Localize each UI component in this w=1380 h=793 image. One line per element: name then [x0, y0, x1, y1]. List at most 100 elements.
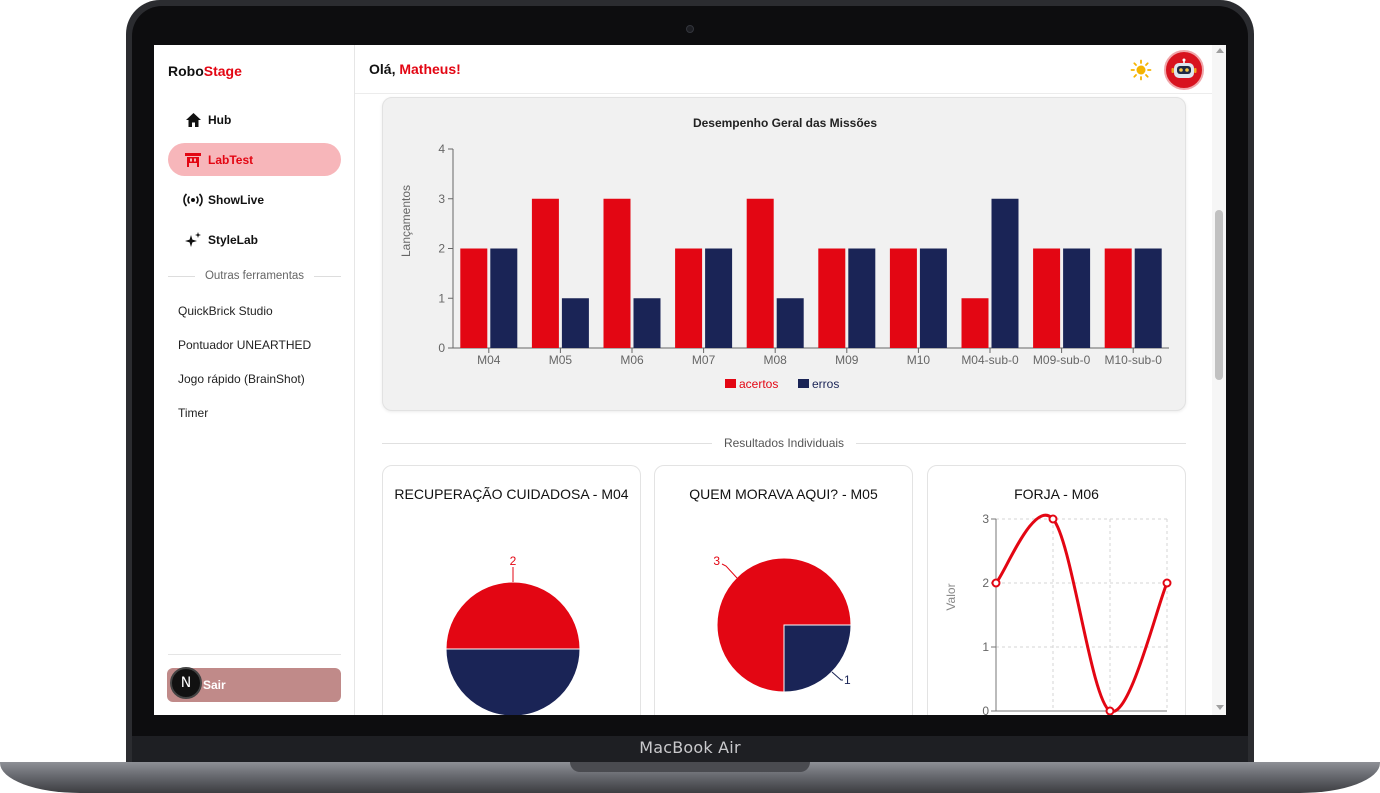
dev-badge-icon[interactable]: N — [170, 667, 202, 699]
bar-erros — [991, 198, 1019, 348]
x-tick-label: M09-sub-0 — [1033, 353, 1091, 367]
logout-label: Sair — [203, 678, 226, 692]
scrollbar-thumb[interactable] — [1215, 210, 1223, 380]
sidebar-item-label: Hub — [208, 112, 232, 127]
tools-section-label: Outras ferramentas — [204, 270, 305, 282]
sparkles-icon — [182, 230, 204, 250]
y-tick-label: 4 — [438, 142, 445, 156]
bar-erros — [633, 298, 661, 348]
legend-label: acertos — [739, 377, 778, 391]
sidebar-item-stylelab[interactable]: StyleLab — [168, 223, 341, 256]
robot-icon — [1171, 58, 1197, 78]
sidebar-item-labtest[interactable]: LabTest — [168, 143, 341, 176]
laptop-chin — [132, 736, 1248, 762]
bar-acertos — [746, 198, 774, 348]
sidebar-item-label: ShowLive — [208, 192, 265, 207]
pie-label-line — [831, 671, 843, 681]
bar-erros — [1134, 248, 1162, 348]
bar-acertos — [675, 248, 703, 348]
x-tick-label: M06 — [620, 353, 644, 367]
sidebar-item-hub[interactable]: Hub — [168, 103, 341, 136]
logo-prefix: Robo — [168, 63, 204, 79]
scroll-down-arrow-icon[interactable] — [1216, 705, 1224, 710]
chart-bars — [460, 198, 1162, 348]
tool-link-timer[interactable]: Timer — [178, 406, 209, 420]
section-divider: Resultados Individuais — [382, 436, 1186, 450]
tool-link-brainshot[interactable]: Jogo rápido (BrainShot) — [178, 372, 305, 386]
tool-link-pontuador[interactable]: Pontuador UNEARTHED — [178, 338, 312, 352]
pie-data-label: 3 — [713, 554, 720, 568]
mission-title: QUEM MORAVA AQUI? - M05 — [689, 486, 878, 502]
line-point — [1048, 514, 1058, 524]
greeting-prefix: Olá, — [369, 61, 400, 77]
pie-data-label: 2 — [510, 554, 517, 568]
y-tick-label: 0 — [982, 704, 989, 715]
y-tick-label: 3 — [982, 512, 989, 526]
y-tick-label: 3 — [438, 192, 445, 206]
bar-erros — [490, 248, 518, 348]
scrollbar-track[interactable] — [1212, 45, 1226, 715]
device-label: MacBook Air — [639, 738, 741, 757]
pie-chart-m04: 2 — [445, 554, 581, 715]
tool-link-quickbrick[interactable]: QuickBrick Studio — [178, 304, 273, 318]
bar-acertos — [603, 198, 631, 348]
bar-acertos — [961, 298, 989, 348]
bar-erros — [848, 248, 876, 348]
user-name: Matheus! — [399, 61, 461, 77]
pie-data-label: 1 — [844, 673, 851, 687]
pie-slice — [783, 624, 852, 693]
main-content: Desempenho Geral das Missões Lançamentos… — [355, 94, 1210, 715]
sidebar: RoboStage Hub LabTest ShowLive StyleLab … — [154, 45, 355, 715]
legend-swatch — [725, 379, 736, 388]
app-screen: RoboStage Hub LabTest ShowLive StyleLab … — [154, 45, 1226, 715]
pie-slice — [445, 581, 581, 650]
line-point — [1105, 706, 1115, 715]
header: Olá, Matheus! — [355, 45, 1226, 94]
bar-acertos — [889, 248, 917, 348]
pie-slice — [445, 648, 581, 715]
sidebar-item-label: StyleLab — [208, 232, 259, 247]
tools-section-divider: Outras ferramentas — [168, 270, 341, 282]
laptop-notch — [570, 762, 810, 772]
mission-title: FORJA - M06 — [1014, 486, 1099, 502]
camera-icon — [686, 25, 694, 33]
x-tick-labels: M04 M05 M06 M07 M08 M09 M10 M04-sub-0 M09-sub-0 M… — [477, 353, 1162, 367]
mission-card-m04: RECUPERAÇÃO CUIDADOSA - M04 2 — [382, 465, 641, 715]
bar-erros — [705, 248, 733, 348]
sidebar-footer-divider — [168, 654, 341, 655]
logo-suffix: Stage — [203, 63, 242, 79]
bar-acertos — [531, 198, 559, 348]
y-tick-label: 1 — [438, 291, 445, 305]
y-tick-label: 2 — [438, 242, 445, 256]
x-tick-label: M08 — [764, 353, 788, 367]
legend-swatch — [798, 379, 809, 388]
bar-acertos — [1033, 248, 1061, 348]
app-logo[interactable]: RoboStage — [168, 63, 242, 79]
legend-label: erros — [812, 377, 839, 391]
chart-legend: acertos erros — [725, 377, 839, 391]
sidebar-item-showlive[interactable]: ShowLive — [168, 183, 341, 216]
x-tick-label: M10-sub-0 — [1105, 353, 1163, 367]
user-avatar[interactable] — [1164, 50, 1204, 90]
home-icon — [182, 110, 204, 130]
chart-title: Desempenho Geral das Missões — [693, 116, 877, 130]
pie-chart-m05: 31 — [713, 554, 852, 693]
sidebar-item-label: LabTest — [208, 152, 254, 167]
line-point — [991, 578, 1001, 588]
x-tick-label: M09 — [835, 353, 859, 367]
scroll-up-arrow-icon[interactable] — [1216, 48, 1224, 53]
theme-toggle-sun-icon[interactable] — [1130, 59, 1152, 81]
lab-icon — [182, 150, 204, 170]
y-tick-label: 1 — [982, 640, 989, 654]
bar-acertos — [1104, 248, 1132, 348]
y-axis-label: Valor — [944, 583, 958, 610]
bar-erros — [1063, 248, 1091, 348]
section-title: Resultados Individuais — [723, 436, 845, 450]
bar-erros — [776, 298, 804, 348]
bar-acertos — [818, 248, 846, 348]
bar-erros — [561, 298, 589, 348]
line-series — [994, 514, 1169, 713]
y-axis-label: Lançamentos — [399, 185, 413, 257]
